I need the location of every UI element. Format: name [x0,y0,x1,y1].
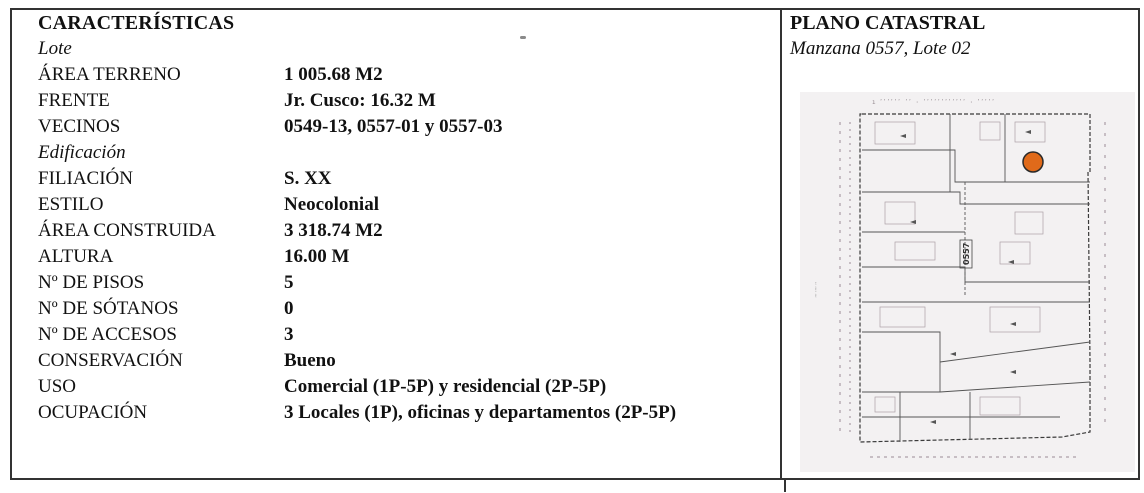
frame-border-bottom [10,478,1140,480]
row-label: Nº DE ACCESOS [38,324,177,345]
lote-row-vecinos: VECINOS 0549-13, 0557-01 y 0557-03 [38,114,778,140]
scan-speck [520,36,526,39]
edif-row-accesos: Nº DE ACCESOS 3 [38,322,778,348]
edif-row-ocupacion: OCUPACIÓN 3 Locales (1P), oficinas y dep… [38,400,778,426]
lot-location-marker [1022,151,1044,173]
row-label: ALTURA [38,246,114,267]
row-label: ÁREA CONSTRUIDA [38,220,216,241]
map-block-label: 0557 [962,243,971,265]
row-value: 0 [284,298,294,319]
row-label: Nº DE SÓTANOS [38,298,179,319]
row-label: FRENTE [38,90,110,111]
row-label: USO [38,376,77,397]
edif-row-conservacion: CONSERVACIÓN Bueno [38,348,778,374]
frame-border-top [10,8,1140,10]
frame-border-right [1138,8,1140,480]
row-value: 3 [284,324,294,345]
characteristics-title: CARACTERÍSTICAS [38,12,235,34]
row-label: VECINOS [38,116,121,137]
column-divider [780,8,782,480]
row-value: Comercial (1P-5P) y residencial (2P-5P) [284,376,607,397]
row-value: Jr. Cusco: 16.32 M [284,90,436,111]
edif-row-altura: ALTURA 16.00 M [38,244,778,270]
row-value: Bueno [284,350,336,371]
row-label: CONSERVACIÓN [38,350,183,371]
row-value: 3 Locales (1P), oficinas y departamentos… [284,402,677,423]
row-value: S. XX [284,168,332,189]
edif-row-pisos: Nº DE PISOS 5 [38,270,778,296]
edif-row-filiacion: FILIACIÓN S. XX [38,166,778,192]
edif-row-uso: USO Comercial (1P-5P) y residencial (2P-… [38,374,778,400]
edif-row-area-construida: ÁREA CONSTRUIDA 3 318.74 M2 [38,218,778,244]
row-value: 1 005.68 M2 [284,64,383,85]
row-label: ÁREA TERRENO [38,64,181,85]
row-label: Nº DE PISOS [38,272,145,293]
row-value: 16.00 M [284,246,350,267]
row-value: 0549-13, 0557-01 y 0557-03 [284,116,503,137]
cadastral-map-image: ı ʹʹʹʹʹʹ ʹʹ · ʹʹʹʹʹʹʹʹʹʹʹʹ · ʹʹʹʹʹ [800,92,1135,472]
edificacion-heading: Edificación [38,142,126,163]
svg-text:ʹʹ ʹʹʹʹ ʹʹʹ: ʹʹ ʹʹʹʹ ʹʹʹ [810,282,817,298]
cadastral-title: PLANO CATASTRAL [790,12,986,34]
lote-row-frente: FRENTE Jr. Cusco: 16.32 M [38,88,778,114]
row-value: 3 318.74 M2 [284,220,383,241]
lote-row-area-terreno: ÁREA TERRENO 1 005.68 M2 [38,62,778,88]
row-label: OCUPACIÓN [38,402,148,423]
row-label: FILIACIÓN [38,168,133,189]
row-value: 5 [284,272,294,293]
row-label: ESTILO [38,194,104,215]
frame-border-left [10,8,12,480]
lote-heading: Lote [38,38,72,59]
cadastral-map-drawing: ı ʹʹʹʹʹʹ ʹʹ · ʹʹʹʹʹʹʹʹʹʹʹʹ · ʹʹʹʹʹ [800,92,1135,472]
divider-tick [784,480,786,492]
edif-row-estilo: ESTILO Neocolonial [38,192,778,218]
characteristics-panel: CARACTERÍSTICAS Lote ÁREA TERRENO 1 005.… [38,10,778,426]
row-value: Neocolonial [284,194,379,215]
edif-row-sotanos: Nº DE SÓTANOS 0 [38,296,778,322]
svg-text:ı ʹʹʹʹʹʹ ʹʹ · ʹʹʹʹʹʹʹʹʹʹʹʹ · ʹ: ı ʹʹʹʹʹʹ ʹʹ · ʹʹʹʹʹʹʹʹʹʹʹʹ · ʹʹʹʹʹ [872,99,995,106]
cadastral-panel: PLANO CATASTRAL Manzana 0557, Lote 02 [790,10,1135,62]
cadastral-caption: Manzana 0557, Lote 02 [790,38,971,59]
